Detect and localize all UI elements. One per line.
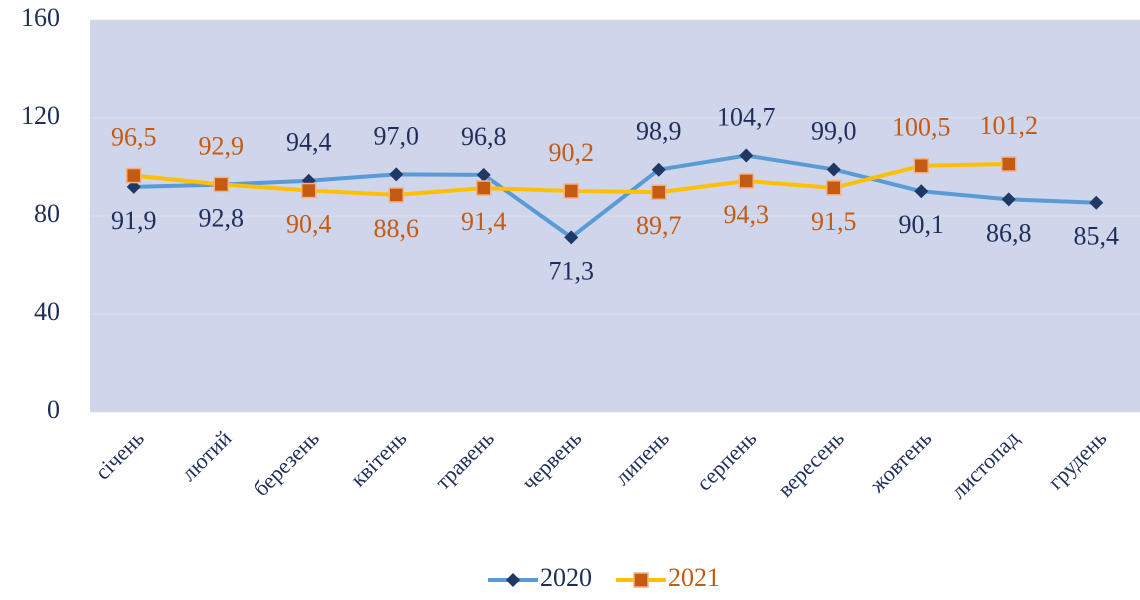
marker [126,179,141,194]
data-label: 71,3 [549,256,595,285]
data-label: 101,2 [980,111,1039,140]
marker [564,230,579,245]
legend-label: 2021 [668,563,720,592]
x-tick-label: січень [90,425,149,484]
x-tick-label: жовтень [864,425,937,498]
data-label: 94,3 [724,200,770,229]
data-label: 91,5 [811,207,857,236]
data-label: 90,4 [286,209,332,238]
marker [213,176,229,193]
x-tick-label: липень [609,425,673,489]
y-tick-label: 160 [21,3,60,32]
marker [914,184,929,199]
data-label: 104,7 [717,102,776,131]
data-label: 90,1 [899,210,945,239]
data-label: 97,0 [374,121,420,150]
data-label: 89,7 [636,211,682,240]
data-label: 99,0 [811,116,857,145]
series-line [133,153,1097,240]
marker [476,167,491,182]
marker [1089,195,1104,210]
marker [739,148,754,163]
data-label: 92,9 [199,131,245,160]
data-label: 91,9 [111,206,157,235]
marker [1001,156,1017,172]
data-label: 96,8 [461,122,507,151]
x-tick-label: лютий [176,425,236,485]
data-label: 94,4 [286,128,332,157]
data-label: 96,5 [111,123,157,152]
data-label: 98,9 [636,117,682,146]
x-tick-label: квітень [345,425,411,491]
marker [826,162,841,177]
data-label: 85,4 [1074,222,1120,251]
marker [633,572,649,588]
marker [913,158,929,174]
data-label: 88,6 [374,214,420,243]
marker [1001,192,1016,207]
x-tick-label: травень [430,425,499,494]
y-tick-label: 40 [34,297,60,326]
marker [651,162,666,177]
marker [389,167,404,182]
marker [506,573,520,587]
marker [738,173,754,189]
marker [563,183,579,199]
y-tick-label: 80 [34,199,60,228]
marker [126,167,142,184]
x-tick-label: листопад [946,425,1024,503]
x-tick-label: червень [517,425,587,495]
legend-label: 2020 [540,563,592,592]
data-label: 91,4 [461,207,507,236]
data-label: 86,8 [986,218,1032,247]
data-label: 92,8 [199,204,245,233]
marker [651,184,667,200]
marker [301,182,317,199]
marker [826,180,842,196]
x-tick-label: березень [248,425,324,501]
x-tick-label: серпень [691,425,761,495]
data-label: 100,5 [892,113,951,142]
marker [476,180,492,196]
x-tick-label: грудень [1043,425,1112,494]
data-label: 90,2 [549,138,595,167]
y-tick-label: 120 [21,101,60,130]
x-tick-label: вересень [773,425,849,501]
y-tick-label: 0 [47,395,60,424]
marker [388,187,404,203]
